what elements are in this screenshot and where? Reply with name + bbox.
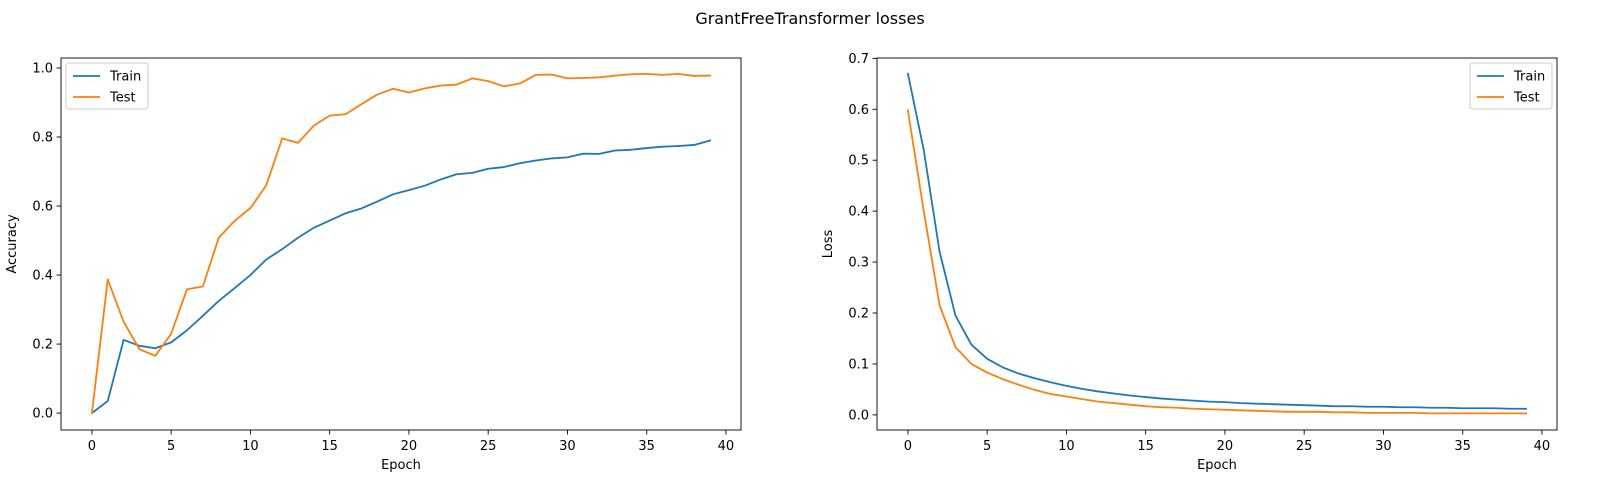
loss-x-tick-label: 30 — [1375, 439, 1392, 454]
accuracy-series-line-train — [90, 139, 712, 415]
loss-y-tick-label: 0.5 — [848, 154, 869, 169]
loss-axes-frame — [876, 57, 1558, 431]
accuracy-x-axis-label: Epoch — [381, 458, 421, 473]
loss-legend-label-train: Train — [1513, 70, 1545, 85]
loss-x-tick-label: 20 — [1217, 439, 1234, 454]
loss-legend: Train Test — [1469, 62, 1553, 110]
accuracy-x-tick-label: 35 — [638, 439, 655, 454]
accuracy-y-tick-label: 0.0 — [32, 407, 53, 422]
accuracy-y-tick-label: 0.2 — [32, 338, 53, 353]
accuracy-legend-label-train: Train — [109, 70, 141, 85]
accuracy-x-tick-label: 5 — [167, 439, 175, 454]
loss-x-tick-label: 15 — [1137, 439, 1154, 454]
accuracy-x-tick-label: 10 — [242, 439, 259, 454]
loss-y-tick-label: 0.0 — [848, 408, 869, 423]
loss-y-tick-label: 0.4 — [848, 205, 869, 220]
accuracy-plot: 0 5 10 15 20 25 30 35 40 0.0 0.2 0.4 0.6 0.8 1.0 Epoch A… — [5, 57, 742, 473]
accuracy-axes-frame — [60, 57, 742, 431]
loss-x-tick-label: 5 — [983, 439, 991, 454]
loss-legend-label-test: Test — [1513, 91, 1540, 106]
accuracy-x-tick-label: 40 — [718, 439, 735, 454]
figure-title: GrantFreeTransformer losses — [695, 9, 924, 28]
accuracy-y-tick-label: 0.4 — [32, 269, 53, 284]
accuracy-x-tick-label: 15 — [321, 439, 338, 454]
loss-y-tick-label: 0.7 — [848, 52, 869, 67]
loss-y-tick-label: 0.3 — [848, 256, 869, 271]
accuracy-series-line-test — [90, 72, 712, 415]
accuracy-legend: Train Test — [65, 62, 149, 110]
loss-series-line-test — [906, 109, 1527, 415]
accuracy-y-tick-label: 0.8 — [32, 131, 53, 146]
loss-x-tick-label: 25 — [1296, 439, 1313, 454]
accuracy-x-tick-label: 0 — [88, 439, 96, 454]
loss-y-axis-label: Loss — [821, 230, 836, 259]
accuracy-legend-label-test: Test — [109, 91, 136, 106]
loss-y-tick-label: 0.1 — [848, 357, 869, 372]
loss-series-line-train — [906, 72, 1527, 410]
loss-x-tick-label: 35 — [1454, 439, 1471, 454]
loss-x-tick-label: 40 — [1534, 439, 1551, 454]
loss-y-tick-label: 0.6 — [848, 103, 869, 118]
loss-plot: 0 5 10 15 20 25 30 35 40 0.0 0.1 0.2 0.3 0.4 0.5 0.6 0.7… — [821, 52, 1558, 473]
accuracy-y-tick-label: 0.6 — [32, 200, 53, 215]
accuracy-y-axis-label: Accuracy — [5, 214, 20, 274]
loss-x-tick-label: 10 — [1058, 439, 1075, 454]
accuracy-x-tick-label: 30 — [559, 439, 576, 454]
accuracy-y-tick-label: 1.0 — [32, 62, 53, 77]
loss-x-tick-label: 0 — [904, 439, 912, 454]
loss-x-axis-label: Epoch — [1197, 458, 1237, 473]
loss-y-tick-label: 0.2 — [848, 307, 869, 322]
accuracy-x-tick-label: 25 — [480, 439, 497, 454]
accuracy-x-tick-label: 20 — [401, 439, 418, 454]
